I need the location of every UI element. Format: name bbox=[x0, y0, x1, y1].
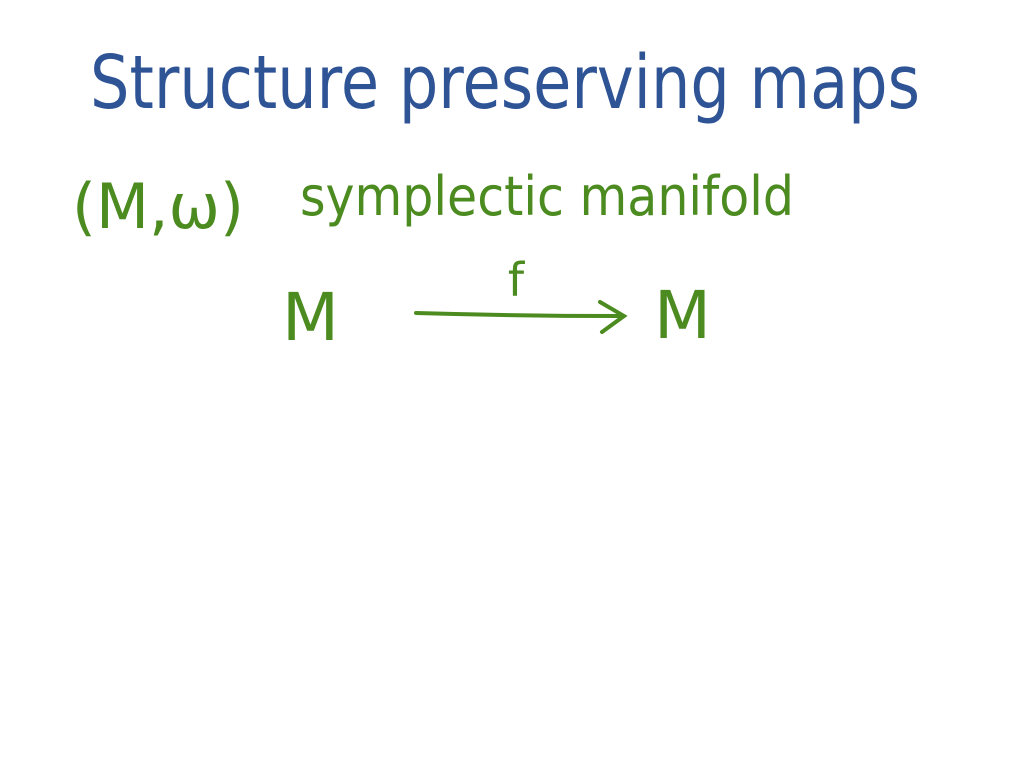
source-space: M bbox=[282, 279, 339, 356]
symplectic-pair: (M,ω) bbox=[72, 170, 244, 243]
arrow-head bbox=[598, 300, 628, 334]
title: Structure preserving maps bbox=[90, 40, 920, 126]
target-space: M bbox=[654, 277, 711, 354]
description: symplectic manifold bbox=[300, 165, 794, 228]
arrow bbox=[414, 300, 628, 334]
arrow-shaft bbox=[414, 311, 624, 318]
map-label: f bbox=[508, 253, 526, 307]
